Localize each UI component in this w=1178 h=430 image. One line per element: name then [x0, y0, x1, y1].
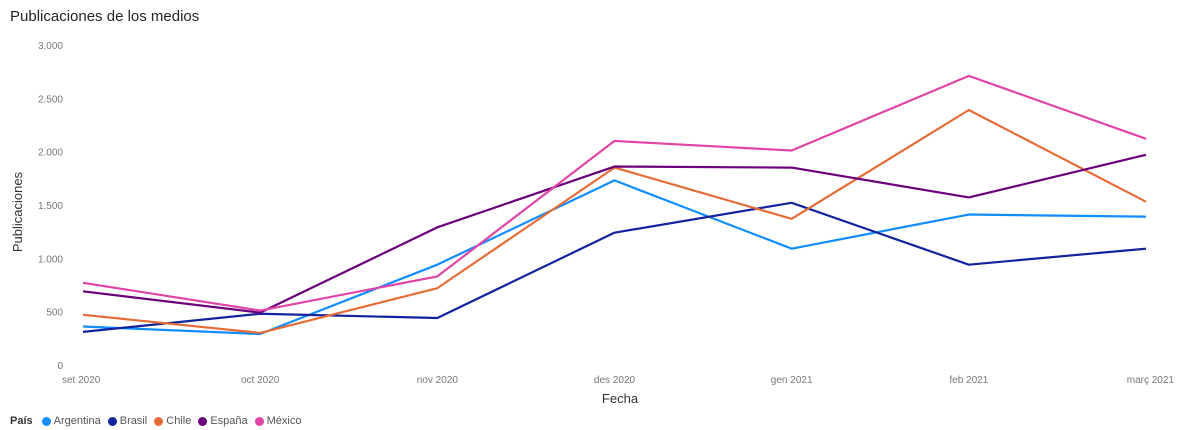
- legend-label: México: [266, 415, 302, 427]
- y-axis-title: Publicaciones: [10, 171, 25, 252]
- legend-item[interactable]: Argentina: [41, 415, 101, 427]
- line-chart: 0 500 1.000 1.500 2.000 2.500 3.000 set 2020 oc…: [10, 41, 1174, 406]
- y-tick-label: 1.500: [38, 201, 63, 212]
- series-line-méxico[interactable]: [82, 74, 1147, 312]
- x-tick-label: gen 2021: [771, 375, 813, 386]
- x-tick-label: oct 2020: [241, 375, 280, 386]
- legend-item[interactable]: Brasil: [107, 415, 148, 427]
- legend-dot-icon: [254, 416, 264, 426]
- y-axis-ticks: 0 500 1.000 1.500 2.000 2.500 3.000: [38, 41, 63, 372]
- legend-item[interactable]: México: [254, 415, 302, 427]
- legend-label: Argentina: [53, 415, 101, 427]
- y-tick-label: 0: [57, 361, 63, 372]
- chart-title: Publicaciones de los medios: [10, 8, 200, 25]
- legend-label: Brasil: [119, 415, 148, 427]
- y-tick-label: 3.000: [38, 41, 63, 52]
- x-tick-label: nov 2020: [417, 375, 459, 386]
- x-tick-label: març 2021: [1127, 375, 1175, 386]
- x-tick-label: des 2020: [594, 375, 636, 386]
- legend-dot-icon: [41, 416, 51, 426]
- x-tick-label: set 2020: [62, 375, 101, 386]
- y-tick-label: 2.500: [38, 94, 63, 105]
- legend-items: Argentina Brasil Chile España México: [41, 415, 302, 427]
- legend-label: España: [210, 415, 248, 427]
- x-axis-ticks: set 2020 oct 2020 nov 2020 des 2020 gen 2021…: [62, 375, 1174, 386]
- legend-item[interactable]: España: [198, 415, 248, 427]
- series-line-brasil[interactable]: [82, 201, 1147, 333]
- series-line-españa[interactable]: [82, 153, 1147, 314]
- series-lines: [82, 74, 1147, 336]
- legend: País Argentina Brasil Chile España México: [10, 415, 301, 427]
- legend-label: Chile: [166, 415, 192, 427]
- legend-title: País: [10, 415, 33, 427]
- legend-dot-icon: [107, 416, 117, 426]
- legend-item[interactable]: Chile: [154, 415, 191, 427]
- y-tick-label: 1.000: [38, 254, 63, 265]
- x-axis-title: Fecha: [602, 391, 639, 406]
- legend-dot-icon: [198, 416, 208, 426]
- y-tick-label: 500: [46, 308, 63, 319]
- series-line-chile[interactable]: [82, 108, 1147, 335]
- legend-dot-icon: [154, 416, 164, 426]
- x-tick-label: feb 2021: [949, 375, 988, 386]
- y-tick-label: 2.000: [38, 148, 63, 159]
